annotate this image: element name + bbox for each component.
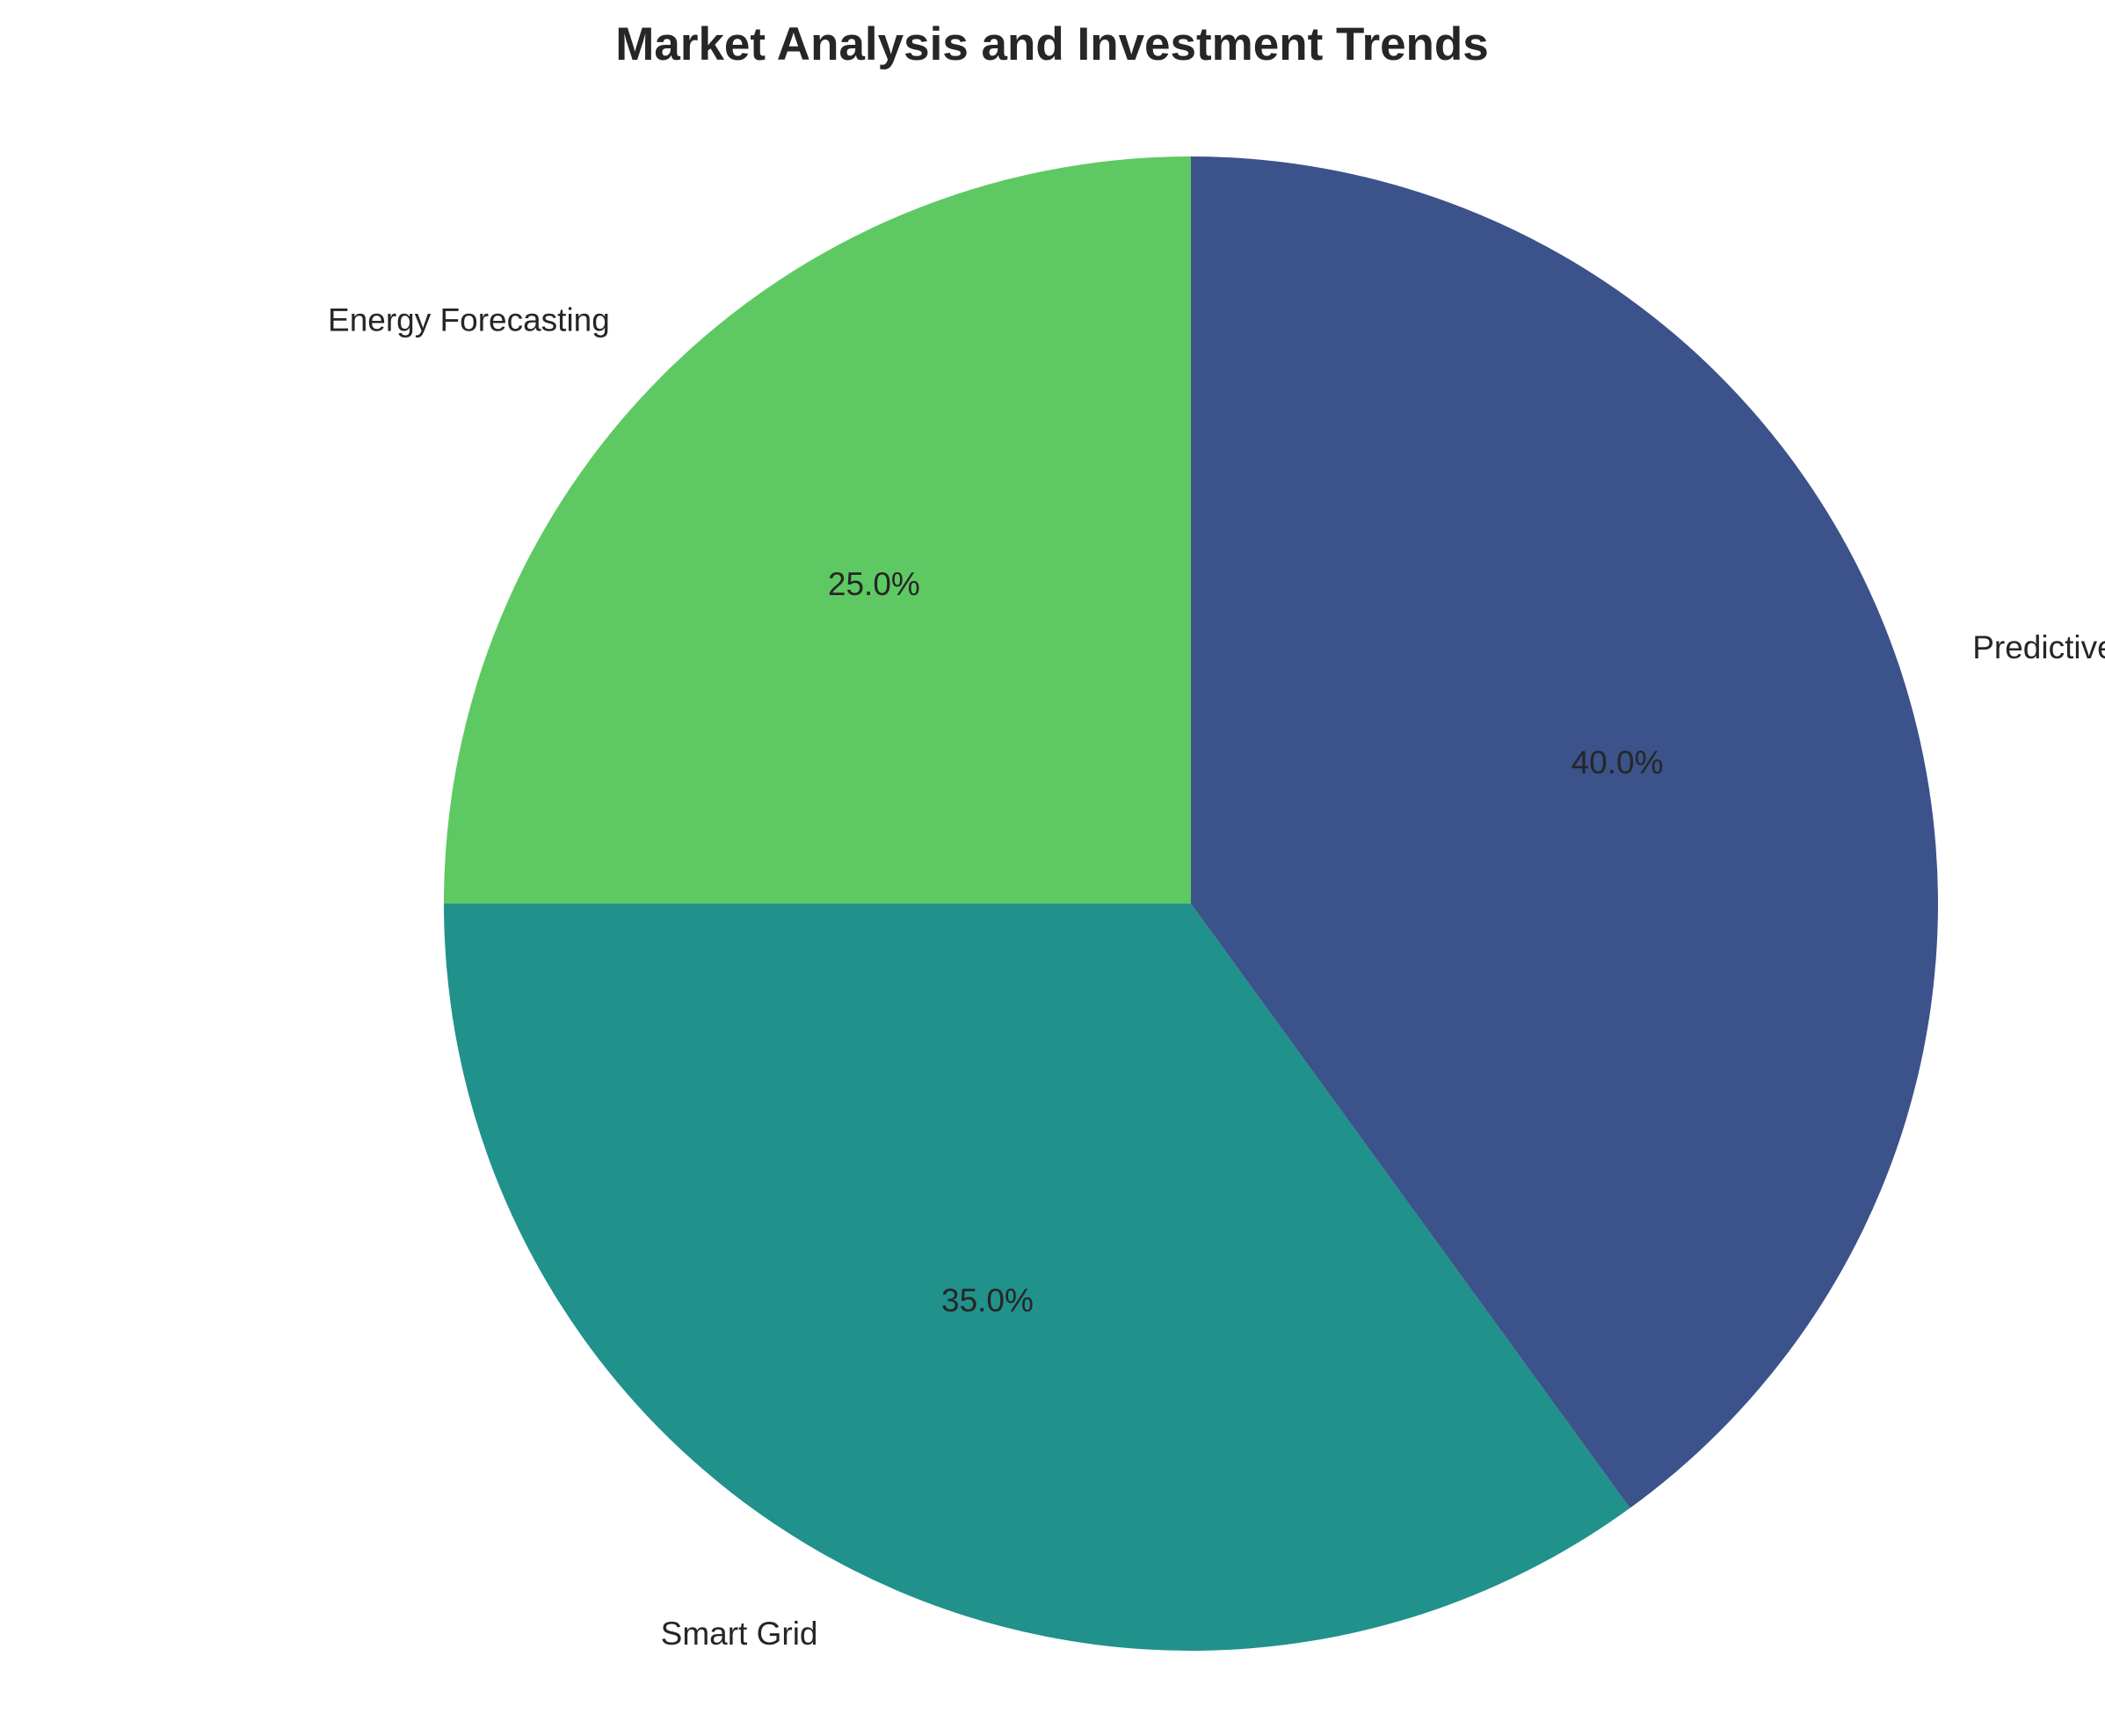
pie-slice-smart-grid [444, 904, 1630, 1651]
percent-label-energy-forecasting: 25.0% [828, 566, 920, 602]
percent-label-smart-grid: 35.0% [941, 1282, 1034, 1318]
slice-label-smart-grid: Smart Grid [661, 1616, 818, 1652]
pie-slice-predictive-maintenance [1191, 156, 1938, 1508]
pie-labels: Energy Forecasting 25.0% Smart Grid 35.0% Pr… [328, 302, 2105, 1652]
slice-label-energy-forecasting: Energy Forecasting [328, 302, 610, 338]
slice-label-predictive-maintenance: Predictive Maintenance [1972, 629, 2105, 665]
percent-label-predictive-maintenance: 40.0% [1571, 745, 1664, 781]
chart-title: Market Analysis and Investment Trends [615, 18, 1489, 70]
pie-slices [444, 156, 1938, 1651]
pie-slice-energy-forecasting [444, 156, 1191, 904]
